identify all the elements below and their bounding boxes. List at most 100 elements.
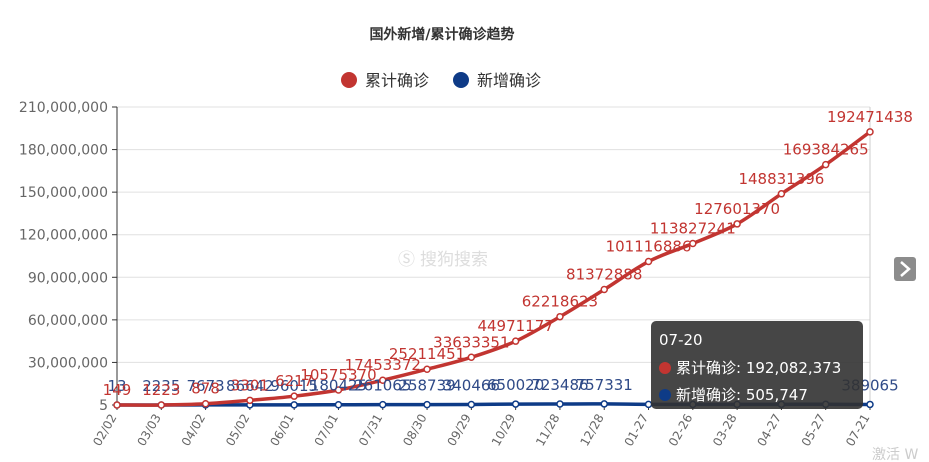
tooltip-item-sep: :	[736, 359, 746, 377]
data-point[interactable]	[334, 400, 343, 409]
data-point[interactable]	[821, 160, 830, 169]
legend-label-1: 新增确诊	[477, 71, 541, 90]
data-point[interactable]	[777, 190, 786, 198]
tooltip-item-0: 累计确诊: 192,082,373	[676, 359, 841, 377]
x-tick-label: 06/01	[267, 412, 296, 449]
data-point[interactable]	[866, 400, 874, 409]
data-label: 180425	[310, 377, 367, 395]
data-point[interactable]	[113, 401, 121, 409]
data-label: 6217	[275, 372, 313, 390]
legend-label-0: 累计确诊	[365, 71, 429, 90]
legend-marker-0[interactable]	[341, 72, 357, 88]
tooltip-box	[651, 321, 863, 409]
data-point[interactable]	[290, 392, 298, 400]
data-label: 2235	[142, 377, 180, 395]
data-point[interactable]	[201, 399, 210, 408]
x-tick-label: 11/28	[533, 412, 562, 449]
x-tick-label: 07/01	[312, 412, 341, 449]
tooltip-item-1: 新增确诊: 505,747	[676, 386, 808, 404]
data-label: 17453372	[345, 356, 421, 374]
data-label: 878	[191, 380, 220, 398]
x-tick-label: 04/02	[179, 412, 208, 449]
data-point[interactable]	[379, 376, 387, 384]
corner-text: 激活 W	[872, 446, 918, 462]
data-label: 3301	[231, 376, 269, 394]
legend-marker-1[interactable]	[453, 72, 469, 88]
data-label: 62218623	[522, 293, 598, 311]
data-point[interactable]	[334, 386, 343, 394]
data-point[interactable]	[379, 400, 387, 409]
y-tick-label: 150,000,000	[19, 185, 108, 201]
x-tick-label: 02-26	[666, 412, 696, 449]
data-label: 7673	[186, 377, 224, 395]
chart-title: 国外新增/累计确诊趋势	[369, 26, 514, 43]
x-tick-label: 12/28	[577, 412, 606, 449]
data-point[interactable]	[866, 128, 874, 136]
series-points[interactable]	[113, 128, 874, 409]
data-label: 1223	[142, 381, 180, 399]
tooltip-marker-0[interactable]	[659, 362, 671, 374]
grid-lines	[117, 106, 871, 405]
y-tick-label: 60,000,000	[28, 313, 108, 329]
data-label: 96015	[270, 377, 318, 395]
data-point[interactable]	[600, 285, 608, 294]
data-label: 44971177	[477, 317, 553, 335]
tooltip-item-name: 累计确诊	[676, 359, 736, 377]
data-point[interactable]	[467, 400, 476, 409]
x-axis: 02/02 03/03 04/02 05/02 06/01 07/01 07/31 08/30…	[90, 404, 873, 449]
data-point[interactable]	[511, 400, 520, 408]
x-tick-label: 01-27	[622, 412, 652, 449]
next-page-button[interactable]	[894, 257, 916, 281]
watermark-logo-icon: Ⓢ	[398, 250, 415, 270]
data-label: 258739	[398, 377, 455, 395]
x-tick-label: 08/30	[400, 412, 429, 449]
data-point[interactable]	[246, 396, 254, 405]
data-label: 81372888	[566, 266, 642, 284]
data-label: 101116886	[606, 238, 692, 256]
data-label: 261065	[354, 377, 411, 395]
data-point[interactable]	[290, 401, 298, 409]
data-label: 33633351	[433, 333, 509, 351]
tooltip-marker-1[interactable]	[659, 389, 671, 401]
data-label: 723486	[531, 376, 588, 394]
tooltip-item-name: 新增确诊	[676, 386, 736, 404]
data-point[interactable]	[644, 400, 653, 409]
data-point[interactable]	[511, 337, 520, 345]
y-tick-label: 5	[99, 398, 108, 414]
x-tick-label: 03/03	[134, 412, 163, 449]
data-label: 149	[103, 381, 132, 399]
data-point[interactable]	[556, 312, 564, 321]
data-point[interactable]	[689, 239, 697, 248]
chevron-right-icon	[900, 261, 911, 277]
data-label: 169384265	[783, 141, 869, 159]
legend: 累计确诊 新增确诊	[341, 71, 541, 90]
data-label: 127601370	[694, 200, 780, 218]
tooltip: 07-20 累计确诊: 192,082,373 新增确诊: 505,747	[651, 321, 863, 409]
data-label: 113827241	[650, 219, 736, 237]
data-label: 25211451	[389, 345, 465, 363]
y-tick-label: 120,000,000	[19, 228, 108, 244]
x-tick-label: 07/31	[356, 412, 385, 449]
data-label: 10575370	[300, 366, 376, 384]
tooltip-item-value: 505,747	[746, 386, 808, 404]
x-tick-label: 05-27	[799, 412, 829, 449]
series-labels: 13 2235 7673 866429601518042526106525873934…	[103, 108, 913, 399]
watermark-text: 搜狗搜索	[420, 250, 488, 270]
data-point[interactable]	[733, 220, 741, 228]
data-point[interactable]	[600, 400, 608, 408]
y-tick-label: 90,000,000	[28, 270, 108, 286]
y-tick-label: 210,000,000	[19, 100, 108, 116]
data-point[interactable]	[556, 400, 564, 408]
data-point[interactable]	[157, 401, 166, 409]
data-point[interactable]	[467, 353, 476, 362]
data-point[interactable]	[423, 400, 431, 409]
tooltip-date: 07-20	[659, 331, 703, 349]
x-tick-label: 07-21	[843, 412, 873, 449]
y-tick-label: 30,000,000	[28, 355, 108, 371]
x-tick-label: 10/29	[489, 412, 518, 449]
data-point[interactable]	[644, 257, 653, 266]
data-label: 148831396	[738, 170, 824, 188]
data-label: 192471438	[827, 108, 913, 126]
data-point[interactable]	[423, 365, 431, 373]
